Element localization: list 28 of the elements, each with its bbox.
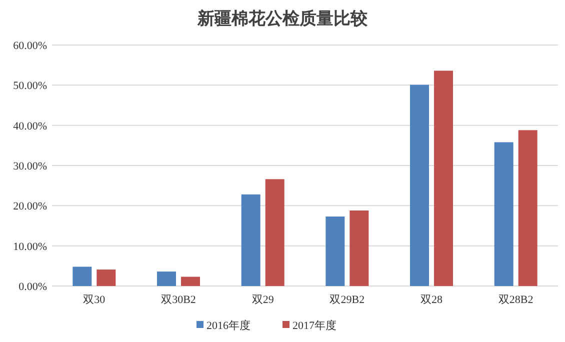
bar xyxy=(410,84,429,286)
bar xyxy=(265,179,284,286)
x-tick-label: 双30B2 xyxy=(161,294,196,306)
bar xyxy=(181,276,200,286)
x-tick-label: 双29 xyxy=(252,294,274,306)
bar xyxy=(326,216,345,286)
bar xyxy=(518,130,538,286)
y-tick-label: 50.00% xyxy=(13,80,47,92)
y-tick-label: 40.00% xyxy=(13,120,47,132)
y-tick-label: 60.00% xyxy=(13,40,47,52)
chart-title: 新疆棉花公检质量比较 xyxy=(196,9,368,28)
legend-label: 2017年度 xyxy=(292,319,336,332)
x-tick-label: 双30 xyxy=(83,294,106,306)
x-tick-label: 双28B2 xyxy=(498,294,534,306)
bar xyxy=(434,70,453,286)
bar xyxy=(350,210,369,286)
bar xyxy=(494,142,514,286)
bar xyxy=(96,270,116,286)
x-tick-label: 双29B2 xyxy=(330,294,365,306)
bar xyxy=(157,272,176,286)
y-tick-label: 10.00% xyxy=(13,240,47,253)
bar xyxy=(241,194,260,286)
legend-label: 2016年度 xyxy=(206,319,250,332)
y-tick-label: 30.00% xyxy=(13,160,47,172)
x-tick-label: 双28 xyxy=(420,294,443,306)
bar xyxy=(72,266,92,286)
y-tick-label: 0.00% xyxy=(18,281,47,293)
y-tick-label: 20.00% xyxy=(13,200,47,213)
